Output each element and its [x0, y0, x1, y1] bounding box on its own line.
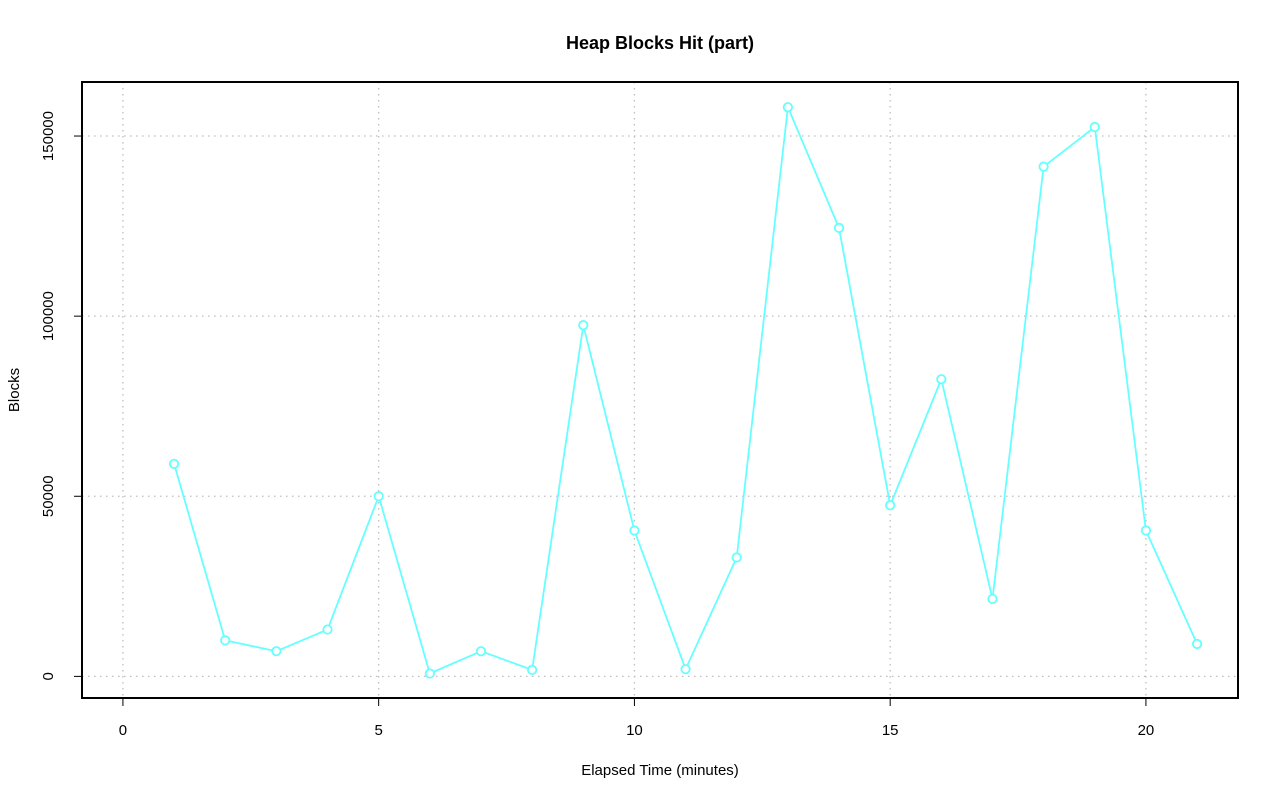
y-tick-label: 150000: [40, 111, 57, 161]
data-point: [475, 646, 487, 657]
data-point: [680, 664, 691, 675]
data-point: [987, 593, 998, 605]
data-point: [578, 320, 589, 331]
y-tick-label: 0: [40, 672, 57, 680]
data-point: [885, 500, 896, 511]
data-point: [833, 222, 845, 233]
data-point: [782, 102, 793, 113]
data-point: [322, 624, 333, 635]
x-tick-label: 20: [1138, 722, 1155, 739]
data-point: [373, 491, 384, 502]
y-axis-label: Blocks: [6, 368, 23, 412]
data-point: [271, 646, 282, 657]
chart-title: Heap Blocks Hit (part): [566, 33, 754, 53]
data-point: [936, 374, 947, 385]
data-point: [220, 635, 231, 646]
data-point: [629, 525, 640, 536]
x-tick-label: 0: [119, 722, 127, 739]
data-point: [731, 552, 742, 563]
x-tick-label: 15: [882, 722, 899, 739]
data-point: [1089, 121, 1100, 133]
data-point: [424, 668, 435, 679]
series-line: [173, 103, 1198, 675]
x-tick-label: 10: [626, 722, 643, 739]
data-point: [1038, 161, 1049, 172]
plot-frame: [81, 81, 1239, 699]
data-point: [1191, 638, 1203, 650]
axes: 0 5 10 15 20 0 50000 100000 150000: [40, 111, 1154, 739]
grid: [82, 82, 1238, 698]
data-series: [168, 102, 1203, 679]
data-point: [168, 458, 180, 469]
x-tick-label: 5: [375, 722, 383, 739]
y-tick-label: 100000: [40, 291, 57, 341]
data-point: [1140, 525, 1152, 536]
y-tick-label: 50000: [40, 475, 57, 517]
data-point: [527, 664, 538, 676]
x-axis-label: Elapsed Time (minutes): [581, 762, 739, 779]
